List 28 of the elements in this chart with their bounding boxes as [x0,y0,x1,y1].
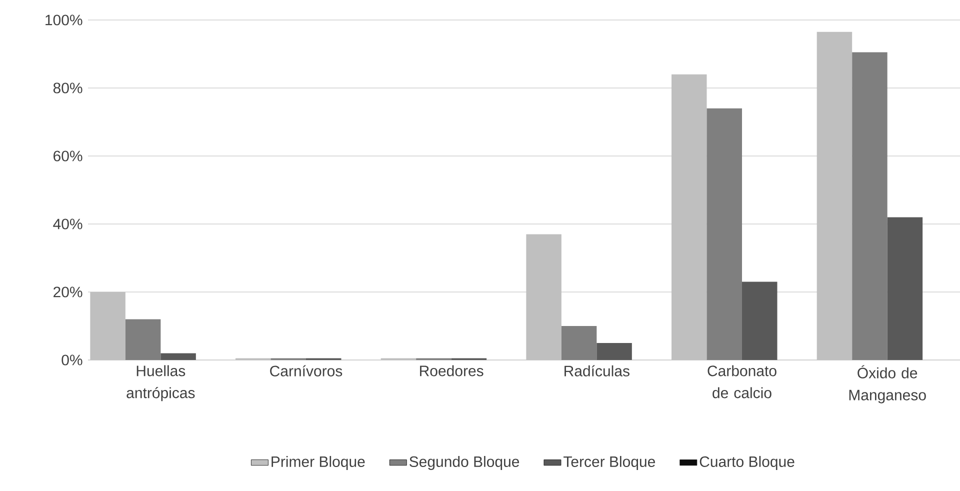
bar [852,52,888,360]
bar [706,108,742,360]
x-tick-label: Óxido de Manganeso [849,365,926,404]
bar [887,217,923,360]
legend-label: Tercer Bloque [564,456,656,470]
y-tick-label: 60% [54,150,82,162]
y-tick-label: 80% [53,82,82,94]
y-tick-label: 0% [62,354,82,366]
bar [672,74,707,360]
bar [160,353,196,360]
x-tick-label: Carbonato de calcio [708,365,776,398]
bar [526,234,562,360]
x-tick-label: Roedores [420,365,484,376]
x-tick-label: Carnívoros [270,365,342,376]
x-tick-label: Huellas antrópicas [126,365,195,402]
bar [90,292,126,360]
y-tick-label: 100% [46,14,82,26]
bar [816,32,852,360]
bar [596,343,632,360]
legend-label: Cuarto Bloque [700,456,794,470]
y-tick-label: 40% [53,218,82,230]
legend-label: Segundo Bloque [410,456,520,470]
bar [742,282,778,360]
bar [125,319,161,360]
x-tick-label: Radículas [564,365,630,376]
bar [561,326,597,360]
y-tick-label: 20% [54,286,82,298]
legend-label: Primer Bloque [272,456,365,470]
